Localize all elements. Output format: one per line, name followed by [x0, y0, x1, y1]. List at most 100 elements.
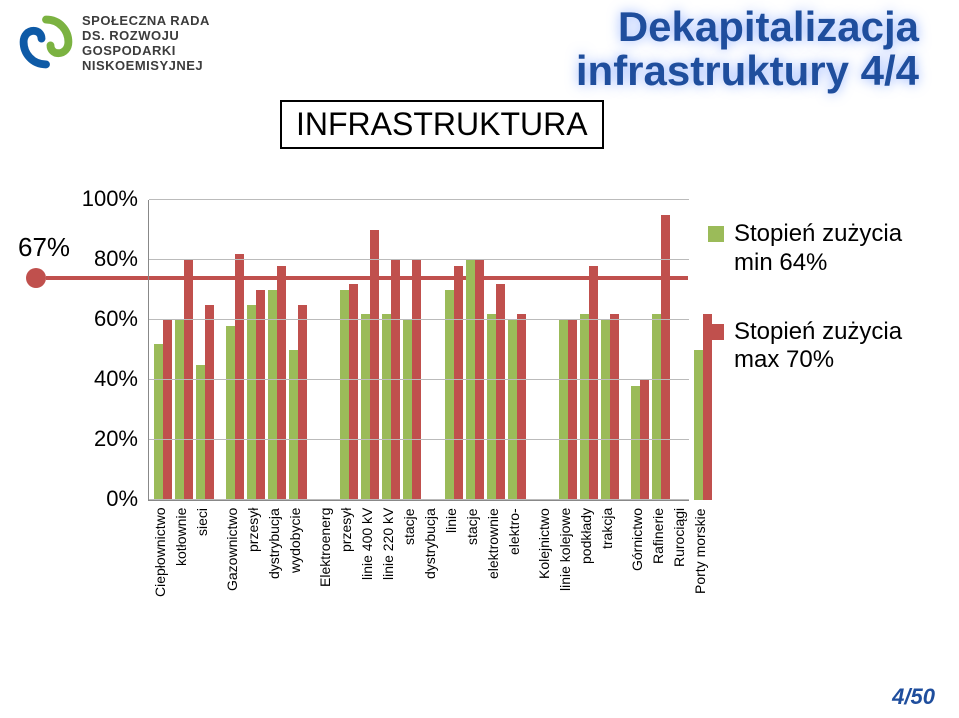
bar-group — [672, 200, 693, 500]
legend-item-max: Stopień zużycia max 70% — [708, 318, 914, 376]
y-tick-label: 0% — [78, 486, 138, 512]
bar-max — [163, 320, 172, 500]
bar-max — [349, 284, 358, 500]
x-tick-label: kotłownie — [173, 508, 194, 668]
y-tick-label: 80% — [78, 246, 138, 272]
bar-group — [558, 200, 579, 500]
gridline — [149, 259, 689, 260]
x-tick-label: sieci — [194, 508, 215, 668]
bar-max — [412, 260, 421, 500]
bar-group — [630, 200, 651, 500]
bar-group — [153, 200, 174, 500]
y-tick-label: 20% — [78, 426, 138, 452]
y-tick-label: 100% — [78, 186, 138, 212]
x-tick-label: elektrownie — [485, 508, 506, 668]
gridline — [149, 499, 689, 500]
title-line2: infrastruktury 4/4 — [576, 47, 919, 94]
x-tick-label: stacje — [401, 508, 422, 668]
page-number: 4/50 — [892, 684, 935, 710]
bar-group — [381, 200, 402, 500]
y-tick-label: 60% — [78, 306, 138, 332]
x-tick-label — [215, 508, 224, 668]
x-tick-label — [308, 508, 317, 668]
x-tick-label: podkłady — [578, 508, 599, 668]
bar-max — [235, 254, 244, 500]
bar-max — [370, 230, 379, 500]
bar-max — [454, 266, 463, 500]
bar-group — [537, 200, 558, 500]
bar-max — [589, 266, 598, 500]
bar-min — [268, 290, 277, 500]
bar-min — [631, 386, 640, 500]
slide-title: Dekapitalizacja infrastruktury 4/4 — [576, 5, 919, 93]
bar-group — [216, 200, 225, 500]
legend: Stopień zużycia min 64% Stopień zużycia … — [708, 220, 914, 415]
bar-group — [360, 200, 381, 500]
x-tick-label: Gazownictwo — [224, 508, 245, 668]
bar-group — [402, 200, 423, 500]
swirl-icon — [18, 14, 74, 70]
bar-min — [361, 314, 370, 500]
x-tick-label: Rurociągi — [671, 508, 692, 668]
x-tick-label: wydobycie — [287, 508, 308, 668]
bar-group — [444, 200, 465, 500]
bar-min — [508, 320, 517, 500]
x-tick-label: Rafinerie — [650, 508, 671, 668]
x-tick-label: Górnictwo — [629, 508, 650, 668]
subtitle-box: INFRASTRUKTURA — [280, 100, 604, 149]
bar-min — [226, 326, 235, 500]
plot-area — [148, 200, 689, 501]
chart: 67% 0%20%40%60%80%100% Ciepłownictwokotł… — [18, 190, 938, 670]
side-marker-label: 67% — [18, 232, 70, 263]
x-tick-label: dystrybucja — [422, 508, 443, 668]
gridline — [149, 199, 689, 200]
bar-group — [486, 200, 507, 500]
gridline — [149, 319, 689, 320]
bar-min — [652, 314, 661, 500]
bar-max — [640, 380, 649, 500]
x-tick-label: przesył — [338, 508, 359, 668]
bar-group — [195, 200, 216, 500]
x-tick-label — [620, 508, 629, 668]
x-tick-label: trakcja — [599, 508, 620, 668]
x-tick-label: Elektroenerg — [317, 508, 338, 668]
bar-min — [154, 344, 163, 500]
bar-group — [225, 200, 246, 500]
x-tick-label — [527, 508, 536, 668]
bar-min — [601, 320, 610, 500]
bar-max — [496, 284, 505, 500]
bar-max — [475, 260, 484, 500]
legend-swatch-max — [708, 324, 724, 340]
x-tick-label: stacje — [464, 508, 485, 668]
org-logo-block: SPOŁECZNA RADA DS. ROZWOJU GOSPODARKI NI… — [18, 14, 210, 74]
bar-min — [175, 320, 184, 500]
gridline — [149, 439, 689, 440]
bar-group — [318, 200, 339, 500]
x-tick-label: elektro- — [506, 508, 527, 668]
bars-container — [153, 200, 714, 500]
x-tick-label: Ciepłownictwo — [152, 508, 173, 668]
bar-min — [580, 314, 589, 500]
bar-min — [487, 314, 496, 500]
bar-min — [694, 350, 703, 500]
marker-dot-icon — [26, 268, 46, 288]
x-tick-label: dystrybucja — [266, 508, 287, 668]
org-line1: SPOŁECZNA RADA — [82, 14, 210, 29]
bar-min — [403, 320, 412, 500]
bar-max — [256, 290, 265, 500]
bar-group — [621, 200, 630, 500]
bar-max — [205, 305, 214, 500]
bar-min — [445, 290, 454, 500]
y-tick-label: 40% — [78, 366, 138, 392]
bar-group — [507, 200, 528, 500]
legend-label-min: Stopień zużycia min 64% — [734, 220, 914, 278]
bar-max — [568, 320, 577, 500]
y-axis: 0%20%40%60%80%100% — [78, 190, 138, 500]
legend-item-min: Stopień zużycia min 64% — [708, 220, 914, 278]
x-tick-label: Porty morskie — [692, 508, 713, 668]
x-tick-label: przesył — [245, 508, 266, 668]
bar-group — [267, 200, 288, 500]
bar-group — [339, 200, 360, 500]
bar-min — [340, 290, 349, 500]
bar-group — [579, 200, 600, 500]
